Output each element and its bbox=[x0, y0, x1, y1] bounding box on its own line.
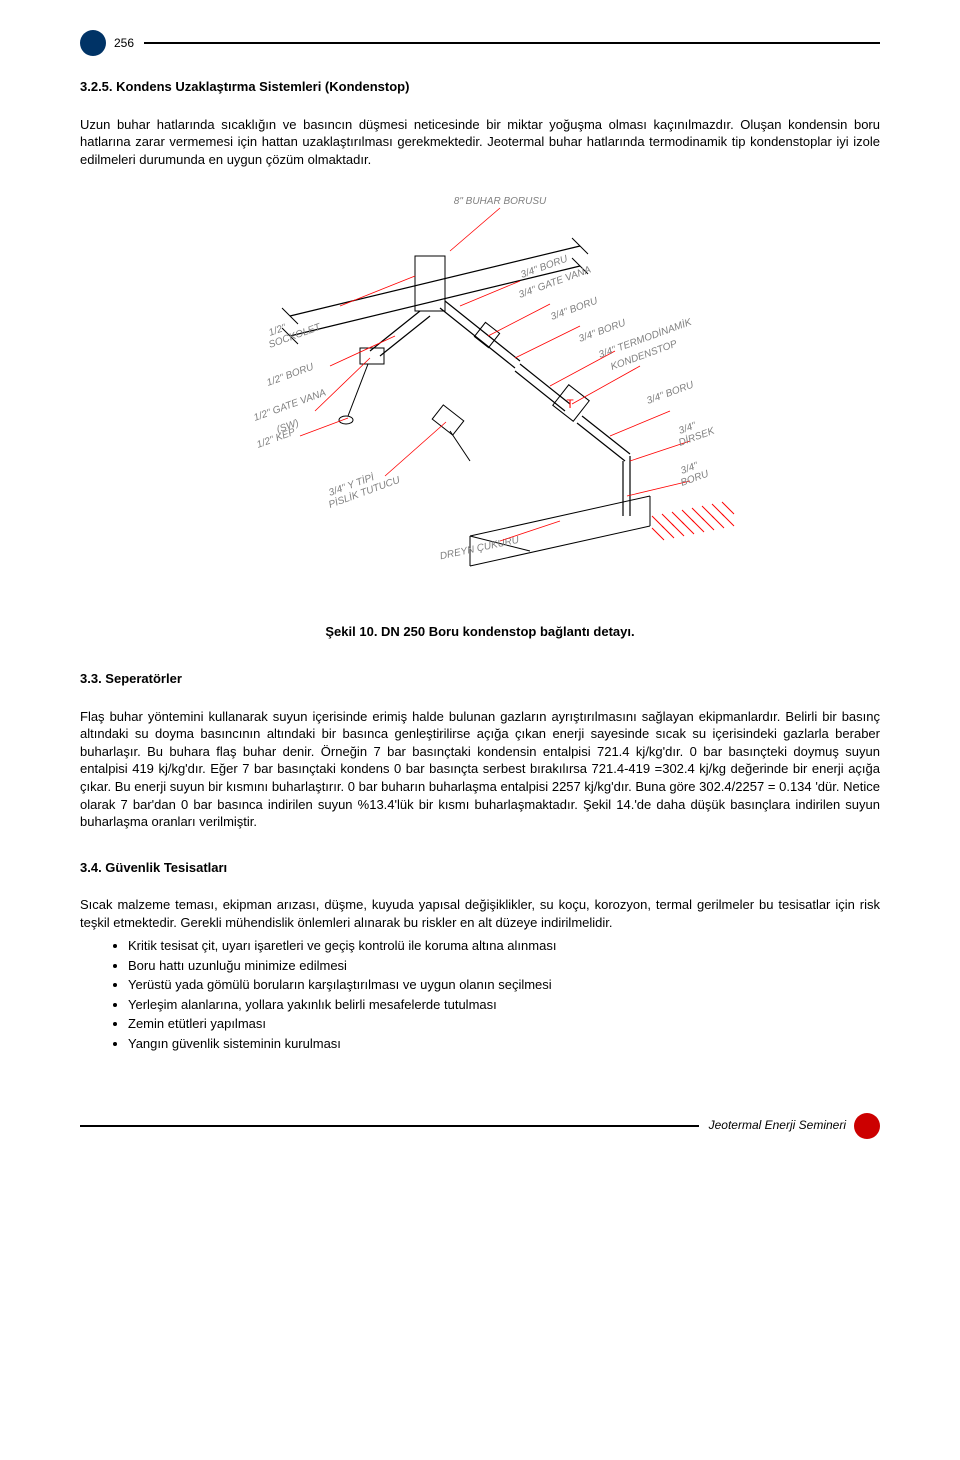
svg-text:3/4" BORU: 3/4" BORU bbox=[645, 380, 696, 407]
header-rule bbox=[144, 42, 880, 44]
page-footer: Jeotermal Enerji Semineri bbox=[80, 1113, 880, 1139]
svg-text:1/2" BORU: 1/2" BORU bbox=[265, 362, 316, 389]
section-title-33: 3.3. Seperatörler bbox=[80, 670, 880, 688]
svg-text:8" BUHAR BORUSU: 8" BUHAR BORUSU bbox=[454, 196, 547, 207]
bullet-item: Yerleşim alanlarına, yollara yakınlık be… bbox=[128, 996, 880, 1014]
footer-logo-icon bbox=[854, 1113, 880, 1139]
svg-text:T: T bbox=[566, 397, 574, 411]
footer-rule bbox=[80, 1125, 699, 1127]
figure-10-diagram: 8" BUHAR BORUSUT1/2"SOCKOLET1/2" BORU1/2… bbox=[80, 186, 880, 611]
bullet-item: Kritik tesisat çit, uyarı işaretleri ve … bbox=[128, 937, 880, 955]
footer-text: Jeotermal Enerji Semineri bbox=[709, 1117, 846, 1133]
svg-text:3/4" BORU: 3/4" BORU bbox=[577, 318, 628, 345]
figure-10-caption: Şekil 10. DN 250 Boru kondenstop bağlant… bbox=[80, 623, 880, 641]
bullet-item: Yangın güvenlik sisteminin kurulması bbox=[128, 1035, 880, 1053]
bullet-item: Boru hattı uzunluğu minimize edilmesi bbox=[128, 957, 880, 975]
section-para-325: Uzun buhar hatlarında sıcaklığın ve bası… bbox=[80, 116, 880, 169]
svg-text:1/2" GATE VANA: 1/2" GATE VANA bbox=[252, 388, 328, 425]
safety-bullets: Kritik tesisat çit, uyarı işaretleri ve … bbox=[80, 937, 880, 1052]
svg-text:3/4" BORU: 3/4" BORU bbox=[549, 296, 600, 323]
section-title-325: 3.2.5. Kondens Uzaklaştırma Sistemleri (… bbox=[80, 78, 880, 96]
bullet-item: Zemin etütleri yapılması bbox=[128, 1015, 880, 1033]
section-title-34: 3.4. Güvenlik Tesisatları bbox=[80, 859, 880, 877]
page-header: 256 bbox=[80, 30, 880, 56]
header-logo-icon bbox=[80, 30, 106, 56]
kondenstop-svg: 8" BUHAR BORUSUT1/2"SOCKOLET1/2" BORU1/2… bbox=[220, 186, 740, 606]
page-number: 256 bbox=[114, 35, 134, 51]
bullet-item: Yerüstü yada gömülü boruların karşılaştı… bbox=[128, 976, 880, 994]
section-para-34: Sıcak malzeme teması, ekipman arızası, d… bbox=[80, 896, 880, 931]
section-para-33: Flaş buhar yöntemini kullanarak suyun iç… bbox=[80, 708, 880, 831]
